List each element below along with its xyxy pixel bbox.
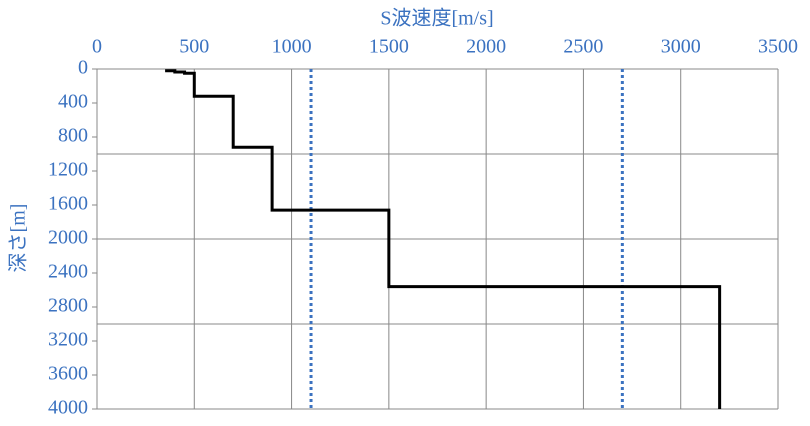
x-tick-label: 2000: [466, 36, 506, 58]
x-tick-label: 3500: [758, 36, 798, 58]
y-tick-label: 4000: [48, 397, 88, 419]
y-tick-label: 2000: [48, 227, 88, 249]
x-tick-label: 0: [92, 36, 102, 58]
data-line: [165, 69, 722, 409]
x-axis-label: S波速度[m/s]: [380, 7, 493, 30]
y-tick-label: 2400: [48, 261, 88, 283]
y-axis-label: 深さ[m]: [7, 204, 30, 273]
y-tick-label: 2800: [48, 295, 88, 317]
y-tick-label: 1600: [48, 193, 88, 215]
y-tick-label: 0: [78, 57, 88, 79]
x-tick-label: 1500: [369, 36, 409, 58]
x-tick-label: 3000: [661, 36, 701, 58]
y-tick-label: 400: [58, 91, 88, 113]
x-tick-label: 500: [179, 36, 209, 58]
y-tick-label: 800: [58, 125, 88, 147]
y-tick-label: 3600: [48, 363, 88, 385]
y-tick-label: 3200: [48, 329, 88, 351]
y-tick-label: 1200: [48, 159, 88, 181]
x-tick-label: 2500: [563, 36, 603, 58]
x-tick-label: 1000: [272, 36, 312, 58]
